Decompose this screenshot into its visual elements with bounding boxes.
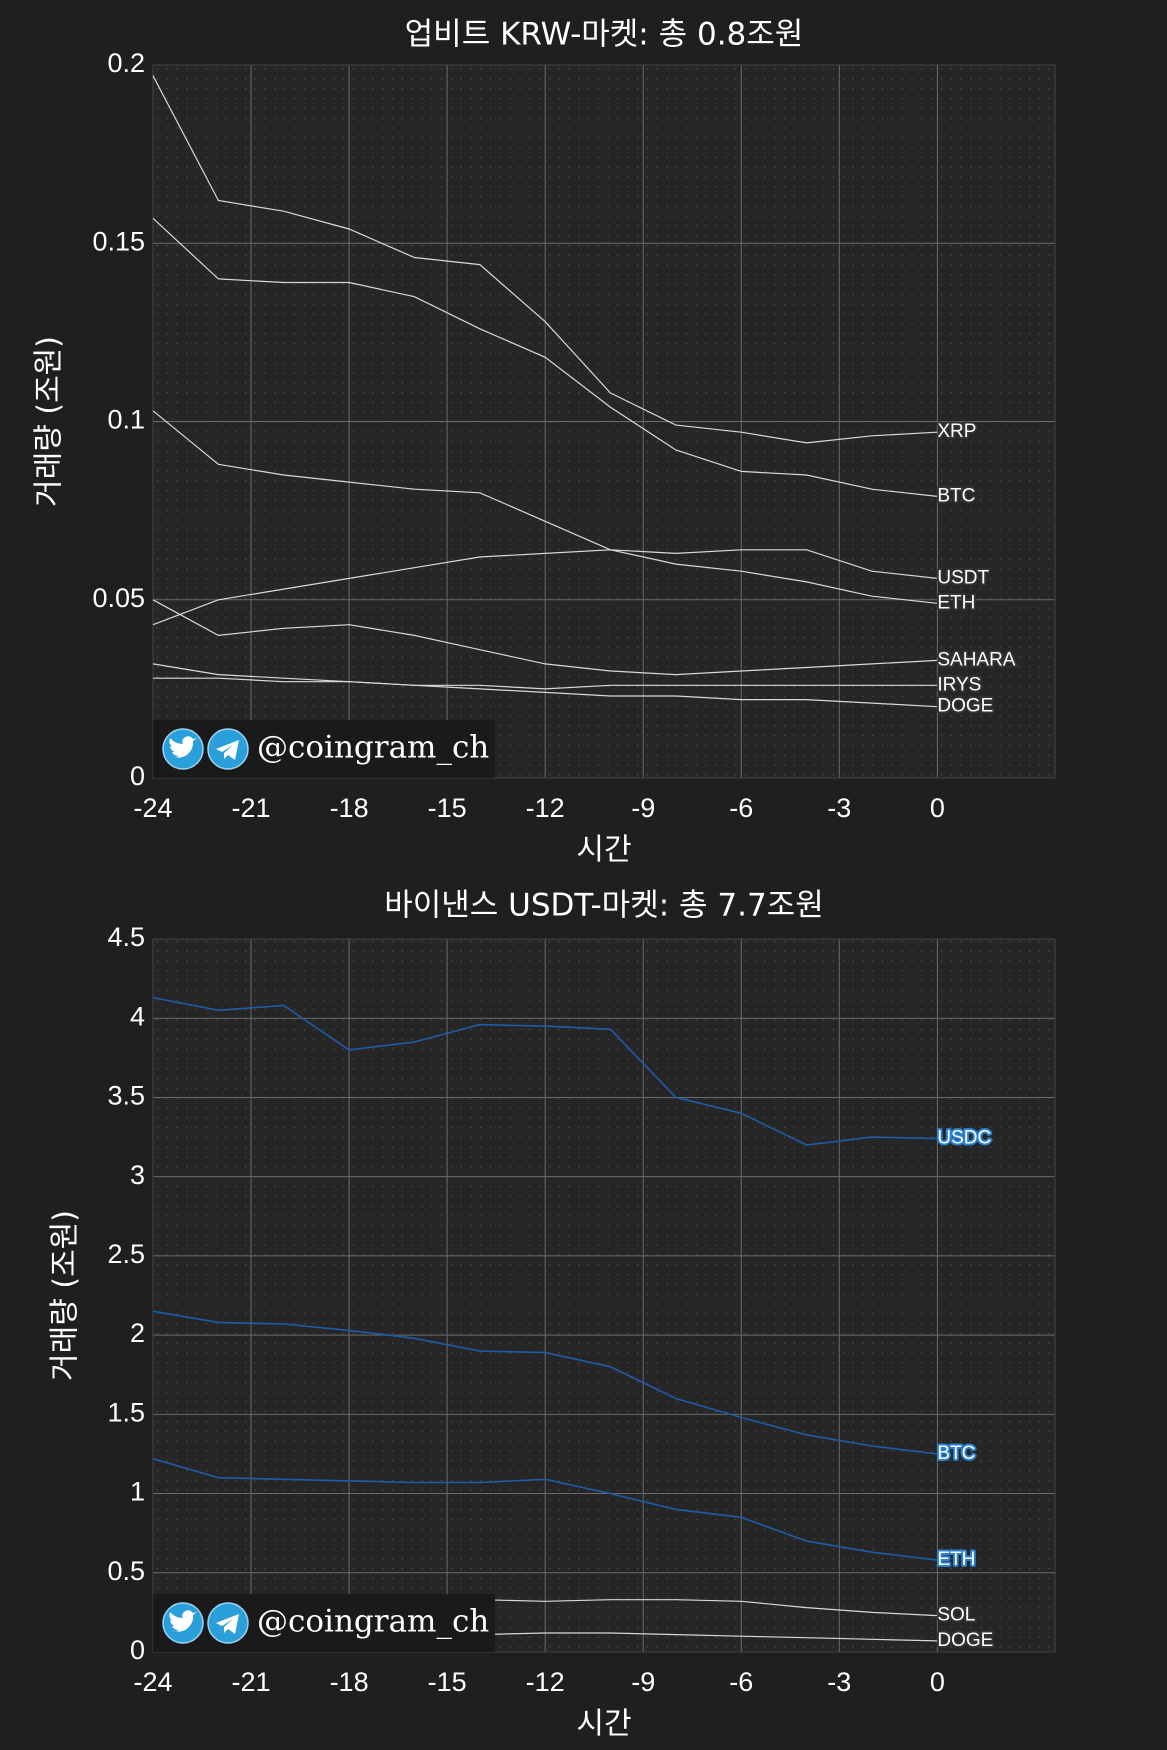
telegram-plane bbox=[216, 1614, 239, 1634]
axes-frame bbox=[152, 938, 1056, 1653]
x-tick-label: -3 bbox=[827, 1667, 851, 1697]
telegram-icon bbox=[207, 728, 249, 770]
x-tick-label: -9 bbox=[631, 1667, 655, 1697]
x-tick-label: -6 bbox=[729, 793, 753, 823]
y-axis-label: 거래량 (조원) bbox=[48, 1210, 83, 1381]
y-tick-label: 3 bbox=[130, 1160, 145, 1190]
series-end-label: SOL bbox=[937, 1605, 975, 1626]
series-end-label: BTC bbox=[937, 485, 975, 506]
watermark-text: @coingram_ch bbox=[257, 730, 489, 766]
y-tick-label: 0 bbox=[130, 1635, 145, 1665]
y-tick-label: 0.1 bbox=[107, 405, 145, 435]
x-tick-label: -24 bbox=[133, 1667, 172, 1697]
x-tick-label: -15 bbox=[428, 793, 467, 823]
y-tick-label: 1 bbox=[130, 1477, 145, 1507]
series-line bbox=[152, 217, 938, 497]
x-tick-label: -24 bbox=[133, 793, 172, 823]
series-end-label: ETH bbox=[937, 592, 975, 613]
y-tick-label: 0.05 bbox=[92, 583, 145, 613]
series-end-label: DOGE bbox=[937, 696, 993, 717]
axes-frame bbox=[152, 64, 1056, 779]
watermark-text: @coingram_ch bbox=[257, 1604, 489, 1640]
y-tick-label: 3.5 bbox=[107, 1081, 145, 1111]
x-tick-label: -21 bbox=[232, 1667, 271, 1697]
y-tick-label: 0.15 bbox=[92, 226, 145, 256]
series-line bbox=[152, 1310, 938, 1455]
series-line bbox=[153, 677, 938, 690]
x-tick-label: -18 bbox=[330, 1667, 369, 1697]
series-end-label: USDC bbox=[937, 1128, 991, 1149]
x-tick-label: -15 bbox=[428, 1667, 467, 1697]
y-tick-label: 0.2 bbox=[107, 48, 145, 78]
series-line bbox=[152, 599, 938, 676]
series-line bbox=[152, 410, 938, 604]
x-tick-label: 0 bbox=[930, 793, 945, 823]
x-axis-label: 시간 bbox=[576, 1707, 631, 1742]
x-tick-label: -6 bbox=[729, 1667, 753, 1697]
y-tick-label: 1.5 bbox=[107, 1397, 145, 1427]
x-tick-label: -9 bbox=[631, 793, 655, 823]
x-tick-label: -12 bbox=[526, 793, 565, 823]
twitter-bird bbox=[169, 1610, 197, 1632]
x-tick-label: -21 bbox=[232, 793, 271, 823]
y-tick-label: 0.5 bbox=[107, 1556, 145, 1586]
series-end-label: IRYS bbox=[937, 674, 981, 695]
series-line bbox=[152, 996, 938, 1146]
twitter-bird bbox=[169, 736, 197, 758]
series-end-label: XRP bbox=[937, 421, 976, 442]
series-end-label: DOGE bbox=[937, 1630, 993, 1651]
series-end-label: SAHARA bbox=[937, 649, 1015, 670]
chart-title: 업비트 KRW-마켓: 총 0.8조원 bbox=[405, 17, 804, 53]
series-line bbox=[152, 75, 938, 444]
telegram-icon bbox=[207, 1602, 249, 1644]
minor-grid bbox=[153, 939, 1055, 1652]
x-tick-label: -3 bbox=[827, 793, 851, 823]
x-tick-label: -18 bbox=[330, 793, 369, 823]
series-end-label: USDT bbox=[937, 567, 989, 588]
y-tick-label: 4 bbox=[130, 1001, 145, 1031]
chart-title: 바이낸스 USDT-마켓: 총 7.7조원 bbox=[384, 888, 824, 924]
y-tick-label: 2.5 bbox=[107, 1239, 145, 1269]
series-line bbox=[152, 549, 938, 626]
series-end-label: BTC bbox=[937, 1443, 975, 1464]
y-tick-label: 0 bbox=[130, 761, 145, 791]
x-tick-label: 0 bbox=[930, 1667, 945, 1697]
x-axis-label: 시간 bbox=[576, 833, 631, 868]
series-end-label: ETH bbox=[937, 1549, 975, 1570]
y-axis-label: 거래량 (조원) bbox=[32, 336, 67, 507]
telegram-plane bbox=[216, 740, 239, 760]
x-tick-label: -12 bbox=[526, 1667, 565, 1697]
series-line bbox=[152, 663, 938, 708]
y-tick-label: 2 bbox=[130, 1318, 145, 1348]
y-tick-label: 4.5 bbox=[107, 922, 145, 952]
series-line bbox=[152, 1457, 938, 1561]
